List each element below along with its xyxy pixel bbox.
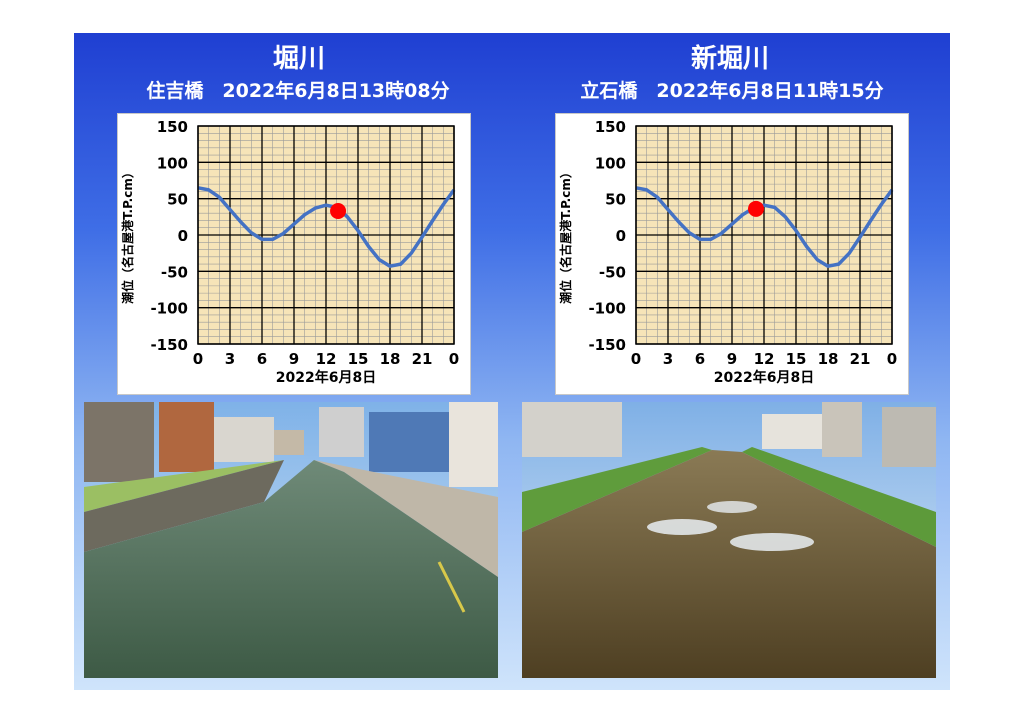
right-x-tick-label: 18: [818, 350, 839, 368]
left-x-tick-label: 12: [316, 350, 337, 368]
right-y-tick-label: 0: [616, 227, 626, 245]
right-y-tick-label: -50: [599, 263, 626, 281]
right-tide-chart: 150 100 50 0 -50 -100 -150 0 3 6 9 12 15 18 21 0 2022年6月…: [555, 113, 909, 395]
left-x-tick-label: 0: [449, 350, 459, 368]
left-y-tick-label: 0: [178, 227, 188, 245]
left-y-tick-label: -150: [150, 336, 188, 354]
left-bridge-time: 住吉橋 2022年6月8日13時08分: [146, 80, 450, 102]
left-y-tick-label: 100: [157, 154, 188, 172]
left-y-tick-label: 50: [167, 191, 188, 209]
right-x-tick-label: 21: [850, 350, 871, 368]
left-plot-border: [197, 125, 455, 345]
right-x-axis-label: 2022年6月8日: [714, 369, 814, 386]
right-x-tick-label: 6: [695, 350, 705, 368]
left-current-time-marker: [330, 203, 347, 220]
right-x-tick-label: 0: [887, 350, 897, 368]
left-river-name: 堀川: [272, 44, 325, 74]
right-y-axis-label: 潮位（名古屋港T.P.cm）: [558, 166, 573, 304]
left-x-tick-label: 18: [380, 350, 401, 368]
left-tide-chart: 150 100 50 0 -50 -100 -150 0 3 6 9 12 15 18 21 0 2022年6月…: [117, 113, 471, 395]
right-x-tick-label: 12: [754, 350, 775, 368]
right-current-time-marker: [748, 200, 764, 217]
left-y-tick-label: 150: [157, 118, 188, 136]
right-y-tick-label: 150: [595, 118, 626, 136]
right-x-tick-label: 3: [663, 350, 673, 368]
left-x-tick-label: 0: [193, 350, 203, 368]
left-x-tick-label: 15: [348, 350, 369, 368]
left-tide-line: [197, 186, 456, 268]
right-tide-line: [635, 186, 894, 268]
right-chart-svg: 150 100 50 0 -50 -100 -150 0 3 6 9 12 15 18 21 0 2022年6月…: [558, 118, 897, 386]
left-y-tick-label: -50: [161, 263, 188, 281]
left-y-axis-label: 潮位（名古屋港T.P.cm）: [120, 166, 135, 304]
right-bridge-time: 立石橋 2022年6月8日11時15分: [580, 80, 884, 102]
left-river-photo: [84, 402, 498, 678]
right-river-photo: [522, 402, 936, 678]
right-plot-border: [635, 125, 893, 345]
right-y-tick-label: -100: [588, 300, 626, 318]
left-y-tick-label: -100: [150, 300, 188, 318]
right-x-tick-label: 15: [786, 350, 807, 368]
left-x-tick-label: 9: [289, 350, 299, 368]
right-river-name: 新堀川: [690, 44, 769, 74]
left-x-tick-label: 21: [412, 350, 433, 368]
right-y-tick-label: 100: [595, 154, 626, 172]
right-y-tick-label: -150: [588, 336, 626, 354]
right-x-tick-label: 0: [631, 350, 641, 368]
left-chart-svg: 150 100 50 0 -50 -100 -150 0 3 6 9 12 15 18 21 0 2022年6月…: [120, 118, 459, 386]
right-y-tick-label: 50: [605, 191, 626, 209]
left-x-axis-label: 2022年6月8日: [276, 369, 376, 386]
left-x-tick-label: 3: [225, 350, 235, 368]
left-x-tick-label: 6: [257, 350, 267, 368]
right-x-tick-label: 9: [727, 350, 737, 368]
